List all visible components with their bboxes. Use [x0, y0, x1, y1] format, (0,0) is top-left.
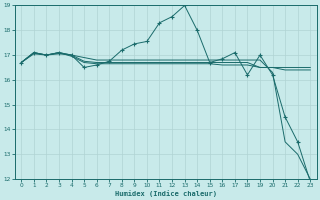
X-axis label: Humidex (Indice chaleur): Humidex (Indice chaleur) [115, 190, 217, 197]
